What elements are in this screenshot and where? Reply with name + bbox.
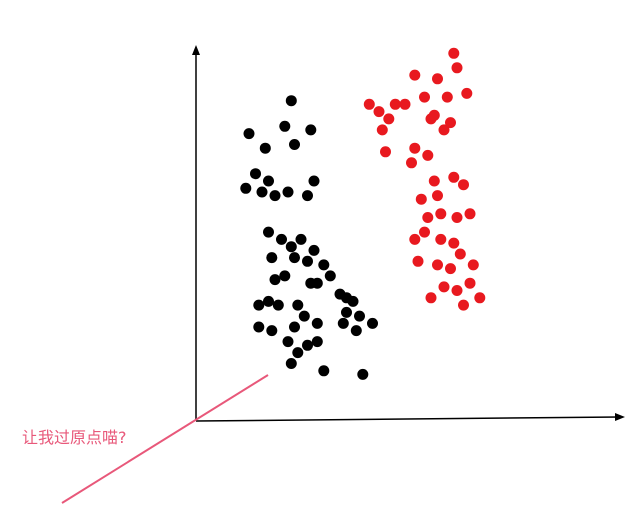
black-point-1: [259, 142, 271, 154]
red-point-16: [406, 157, 417, 169]
red-point-14: [380, 146, 391, 158]
red-point-6: [451, 62, 463, 74]
red-point-41: [474, 292, 486, 304]
black-point-8: [240, 182, 252, 194]
black-point-18: [318, 259, 330, 271]
black-point-42: [266, 325, 278, 337]
red-point-5: [448, 47, 460, 59]
red-point-19: [438, 124, 450, 136]
red-point-0: [409, 69, 421, 81]
red-point-23: [432, 190, 443, 202]
black-point-4: [279, 120, 291, 132]
red-point-18: [428, 109, 440, 121]
black-point-30: [272, 299, 284, 311]
black-point-48: [302, 339, 313, 351]
black-point-0: [285, 95, 297, 107]
red-point-10: [383, 113, 395, 125]
black-point-31: [292, 299, 304, 311]
red-point-1: [399, 98, 411, 110]
black-point-10: [269, 190, 281, 202]
red-point-29: [464, 208, 476, 220]
black-point-7: [250, 168, 261, 180]
black-point-38: [337, 317, 349, 329]
red-point-15: [409, 142, 421, 154]
black-point-9: [256, 186, 268, 198]
red-point-39: [467, 259, 479, 271]
data-points: [240, 47, 486, 380]
red-point-37: [454, 248, 466, 260]
red-point-8: [461, 87, 473, 99]
black-point-23: [279, 270, 291, 282]
red-point-9: [373, 106, 385, 118]
black-point-32: [298, 310, 310, 322]
red-point-27: [435, 208, 447, 220]
black-point-15: [276, 233, 287, 245]
black-point-26: [302, 255, 313, 267]
red-point-44: [438, 281, 450, 293]
red-point-26: [422, 212, 434, 223]
red-point-7: [441, 91, 453, 103]
red-point-22: [448, 171, 460, 183]
red-point-12: [363, 98, 375, 110]
red-point-34: [412, 255, 424, 267]
black-point-46: [311, 336, 323, 348]
red-point-42: [458, 299, 469, 311]
annotation-text: 让我过原点喵?: [22, 428, 127, 447]
black-point-6: [305, 124, 317, 136]
black-point-25: [289, 252, 300, 264]
black-point-5: [289, 139, 300, 150]
black-point-11: [282, 186, 294, 198]
black-point-39: [350, 325, 362, 337]
black-point-37: [354, 310, 365, 322]
red-point-17: [422, 149, 434, 161]
black-point-27: [305, 277, 317, 289]
black-point-17: [308, 244, 320, 256]
red-point-13: [376, 124, 388, 136]
x-axis: [195, 413, 625, 422]
red-point-24: [458, 179, 469, 191]
black-point-2: [263, 175, 274, 187]
red-point-35: [432, 259, 443, 271]
black-point-40: [367, 317, 378, 329]
red-point-20: [445, 117, 456, 129]
red-point-3: [419, 91, 430, 103]
black-point-49: [318, 365, 330, 377]
black-point-51: [341, 292, 352, 304]
black-point-50: [357, 368, 369, 380]
red-point-25: [415, 193, 427, 205]
black-point-12: [302, 190, 313, 202]
red-point-21: [428, 175, 440, 187]
black-point-44: [289, 321, 300, 333]
black-point-24: [285, 241, 297, 253]
black-point-33: [311, 317, 323, 329]
red-point-32: [435, 233, 447, 245]
black-point-29: [253, 299, 265, 311]
red-point-40: [451, 285, 463, 296]
black-point-19: [324, 270, 336, 282]
black-point-45: [292, 347, 304, 359]
black-point-43: [282, 336, 294, 348]
black-point-22: [269, 274, 281, 286]
black-point-3: [243, 128, 255, 140]
red-point-28: [451, 212, 463, 223]
red-point-36: [445, 263, 456, 275]
red-point-43: [425, 292, 437, 304]
red-point-38: [464, 277, 476, 289]
red-point-11: [389, 98, 401, 110]
black-point-35: [341, 306, 352, 318]
black-point-28: [263, 295, 274, 307]
red-point-2: [432, 73, 443, 85]
red-point-31: [419, 226, 430, 238]
black-point-13: [308, 175, 320, 187]
black-point-14: [263, 226, 274, 238]
red-point-30: [409, 233, 421, 245]
black-point-47: [285, 358, 297, 369]
black-point-21: [266, 252, 278, 264]
black-point-41: [253, 321, 265, 333]
separator-line: [61, 374, 269, 504]
red-point-33: [448, 237, 460, 249]
black-point-16: [295, 233, 307, 245]
